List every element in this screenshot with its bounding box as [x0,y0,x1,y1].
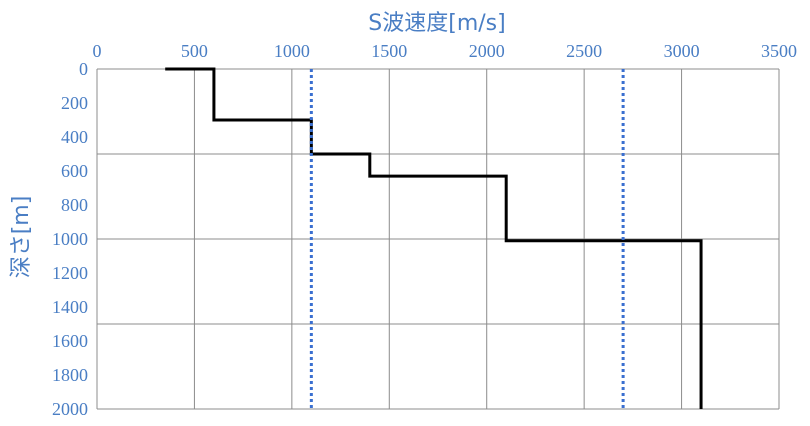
x-tick-label: 1000 [274,41,310,61]
y-tick-label: 800 [61,195,88,215]
y-tick-label: 1400 [52,297,88,317]
y-axis-title: 深さ[m] [9,196,34,279]
y-tick-label: 400 [61,127,88,147]
x-tick-label: 3500 [761,41,797,61]
y-tick-label: 1600 [52,331,88,351]
tick-labels: 0 500 1000 1500 2000 2500 3000 3500 0 200 400 600 80… [52,41,797,419]
data-series [165,67,703,409]
y-tick-label: 1000 [52,229,88,249]
grid-lines [96,68,780,410]
x-tick-label: 2500 [566,41,602,61]
velocity-profile-line [165,67,703,409]
x-tick-label: 500 [181,41,208,61]
y-tick-label: 1800 [52,365,88,385]
x-axis-title: S波速度[m/s] [368,11,505,36]
y-tick-label: 200 [61,93,88,113]
x-tick-label: 1500 [371,41,407,61]
x-tick-label: 3000 [664,41,700,61]
y-tick-label: 0 [79,59,88,79]
y-tick-label: 1200 [52,263,88,283]
y-tick-label: 600 [61,161,88,181]
x-tick-label: 0 [93,41,102,61]
y-tick-label: 2000 [52,399,88,419]
x-tick-label: 2000 [469,41,505,61]
